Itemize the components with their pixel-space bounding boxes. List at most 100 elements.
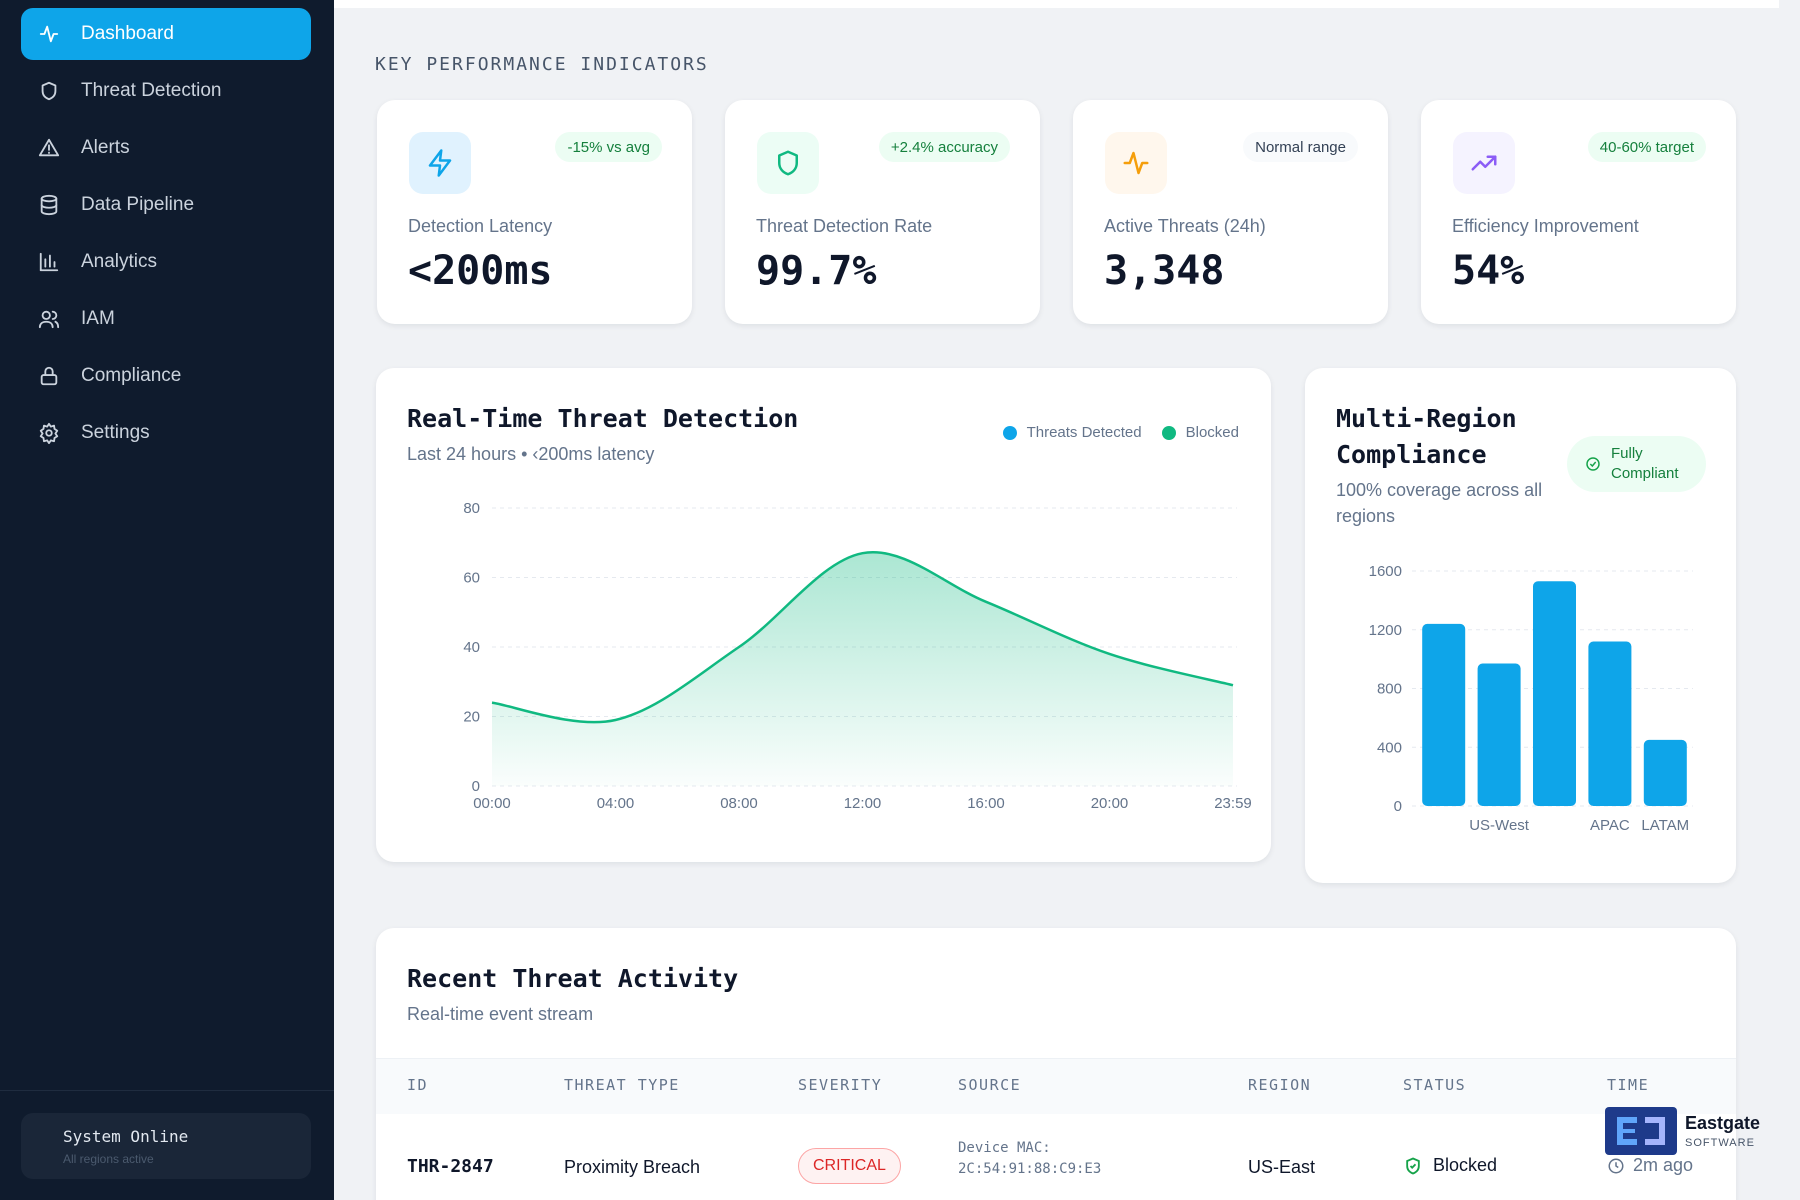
bar — [1588, 641, 1632, 806]
compliance-badge-line2: Compliant — [1611, 465, 1679, 482]
compliance-status-badge: Fully Compliant — [1567, 436, 1706, 492]
kpi-badge: Normal range — [1243, 132, 1358, 162]
kpi-value: 54% — [1452, 248, 1525, 294]
shield-icon — [37, 79, 61, 103]
threat-chart-subtitle: Last 24 hours • ‹200ms latency — [407, 444, 655, 464]
bar — [1422, 623, 1466, 806]
sidebar-item-iam[interactable]: IAM — [21, 293, 311, 345]
x-tick-label: 00:00 — [473, 795, 511, 812]
legend-item-threats: Threats Detected — [1002, 424, 1142, 441]
severity-badge: CRITICAL — [798, 1148, 901, 1184]
sidebar-item-threat-detection[interactable]: Threat Detection — [21, 65, 311, 117]
column-header-status: STATUS — [1403, 1076, 1467, 1094]
compliance-subtitle-line2: regions — [1336, 506, 1396, 526]
x-tick-label: 12:00 — [844, 795, 882, 812]
row-id: THR-2847 — [407, 1156, 494, 1177]
x-tick-label: 04:00 — [597, 795, 635, 812]
series-line-blocked — [491, 550, 1234, 724]
series-area-blocked — [492, 552, 1233, 786]
sidebar-item-label: Data Pipeline — [81, 194, 195, 215]
trending-up-icon — [1453, 132, 1515, 194]
row-region: US-East — [1248, 1157, 1316, 1177]
kpi-section-label: KEY PERFORMANCE INDICATORS — [375, 54, 709, 75]
clock-icon — [1608, 1158, 1624, 1173]
row-source-value: 2C:54:91:88:C9:E3 — [958, 1161, 1102, 1177]
y-tick-label: 80 — [463, 500, 480, 517]
row-source-label: Device MAC: — [958, 1140, 1051, 1156]
kpi-badge: +2.4% accuracy — [878, 132, 1010, 162]
sidebar-item-analytics[interactable]: Analytics — [21, 236, 311, 288]
kpi-badge: 40-60% target — [1587, 132, 1706, 162]
x-tick-label: 16:00 — [967, 795, 1005, 812]
compliance-bar-chart: 0 400 800 1200 1600 US-West APAC LATAM — [1369, 563, 1693, 834]
kpi-value: <200ms — [408, 248, 553, 294]
sidebar-item-dashboard[interactable]: Dashboard — [21, 8, 311, 60]
chart-legend: Threats Detected Blocked — [983, 424, 1239, 441]
compliance-title-line2: Compliance — [1336, 440, 1487, 469]
y-tick-label: 0 — [472, 778, 480, 795]
logo-mark — [1605, 1107, 1677, 1155]
sidebar-item-label: Settings — [81, 422, 150, 443]
system-status-title: System Online — [63, 1127, 189, 1146]
y-tick-label: 40 — [463, 639, 480, 656]
legend-label: Blocked — [1185, 424, 1239, 441]
system-status-card: System Online All regions active — [21, 1113, 311, 1179]
sidebar-item-label: Dashboard — [81, 23, 174, 44]
sidebar-item-label: Analytics — [81, 251, 158, 272]
threat-area-chart: 0 20 40 60 80 00:00 04:00 08:00 12:00 16:00 20:00 2… — [463, 500, 1251, 812]
bar — [1533, 581, 1576, 806]
legend-label: Threats Detected — [1026, 424, 1142, 441]
compliance-title-line1: Multi-Region — [1336, 404, 1517, 433]
compliance-badge-line1: Fully — [1611, 445, 1643, 462]
kpi-label: Detection Latency — [408, 216, 553, 236]
legend-item-blocked: Blocked — [1161, 424, 1239, 441]
shield-icon — [757, 132, 819, 194]
x-tick-label: US-West — [1469, 817, 1530, 834]
bar — [1477, 663, 1521, 806]
kpi-card-detection-latency: -15% vs avg Detection Latency <200ms — [377, 100, 692, 324]
sidebar: Dashboard Threat Detection Alerts Data P… — [0, 0, 334, 1200]
y-tick-label: 60 — [463, 570, 480, 587]
kpi-label: Active Threats (24h) — [1104, 216, 1266, 236]
bar — [1643, 739, 1687, 806]
row-status-label: Blocked — [1433, 1155, 1498, 1175]
x-tick-label: 08:00 — [720, 795, 758, 812]
activity-icon — [37, 22, 61, 46]
y-tick-label: 20 — [463, 709, 480, 726]
sidebar-item-compliance[interactable]: Compliance — [21, 350, 311, 402]
system-status-subtitle: All regions active — [63, 1152, 154, 1166]
y-tick-label: 400 — [1377, 739, 1402, 756]
legend-dot-blocked — [1161, 425, 1176, 440]
x-tick-label: 20:00 — [1091, 795, 1129, 812]
column-header-id: ID — [407, 1076, 429, 1094]
row-status: Blocked — [1403, 1155, 1497, 1176]
sidebar-item-settings[interactable]: Settings — [21, 407, 311, 459]
column-header-severity: SEVERITY — [798, 1076, 883, 1094]
threat-activity-card: Recent Threat Activity Real-time event s… — [376, 928, 1736, 1200]
sidebar-item-alerts[interactable]: Alerts — [21, 122, 311, 174]
kpi-value: 99.7% — [756, 248, 877, 294]
table-header — [376, 1058, 1736, 1114]
row-time: 2m ago — [1607, 1155, 1693, 1176]
column-header-threat-type: THREAT TYPE — [564, 1076, 680, 1094]
threat-chart-title: Real-Time Threat Detection — [407, 404, 799, 433]
x-tick-label: APAC — [1590, 817, 1630, 834]
database-icon — [37, 193, 61, 217]
x-tick-label: LATAM — [1641, 817, 1689, 834]
sidebar-item-data-pipeline[interactable]: Data Pipeline — [21, 179, 311, 231]
sidebar-item-label: IAM — [81, 308, 115, 329]
kpi-value: 3,348 — [1104, 248, 1225, 294]
y-tick-label: 1200 — [1369, 622, 1402, 639]
logo-name: Eastgate — [1685, 1113, 1761, 1133]
compliance-badge-text: Fully Compliant — [1611, 444, 1701, 484]
y-tick-label: 800 — [1377, 681, 1402, 698]
compliance-card: Multi-Region Compliance 100% coverage ac… — [1305, 368, 1736, 883]
activity-icon — [1105, 132, 1167, 194]
shield-check-icon — [1406, 1157, 1420, 1174]
bar-chart-icon — [37, 250, 61, 274]
kpi-card-detection-rate: +2.4% accuracy Threat Detection Rate 99.… — [725, 100, 1040, 324]
activity-title: Recent Threat Activity — [407, 964, 739, 993]
gear-icon — [37, 421, 61, 445]
column-header-source: SOURCE — [958, 1076, 1022, 1094]
threat-chart-card: Real-Time Threat Detection Last 24 hours… — [376, 368, 1271, 862]
